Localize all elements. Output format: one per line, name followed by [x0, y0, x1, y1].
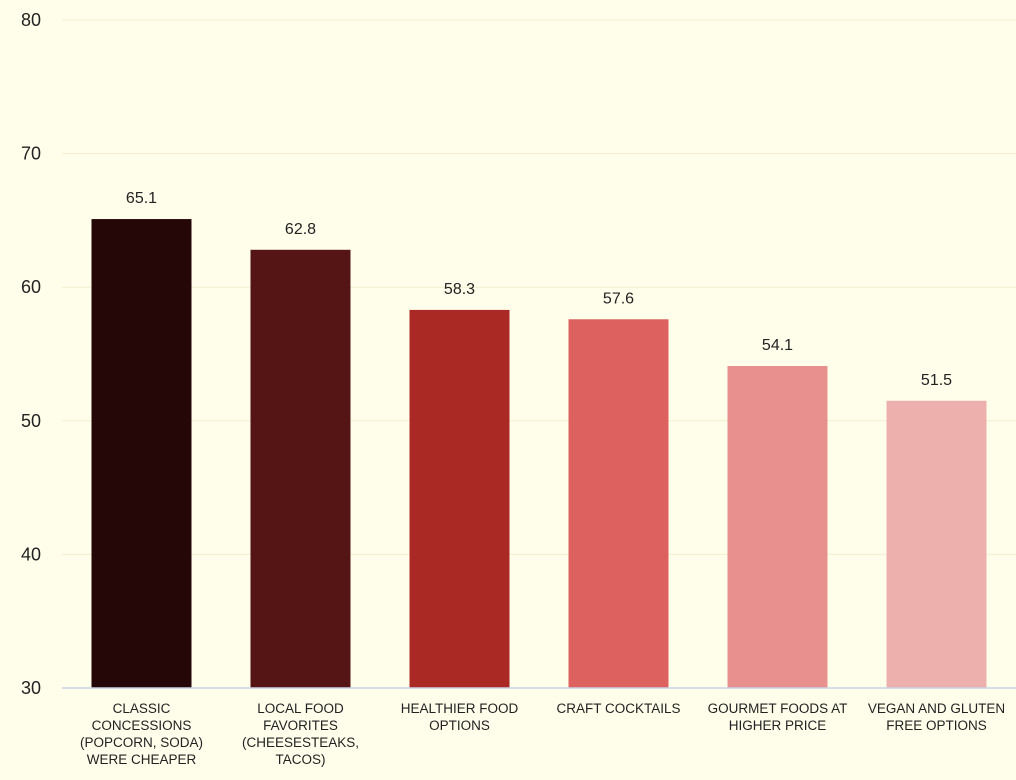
category-label: HEALTHIER FOOD OPTIONS — [400, 701, 519, 733]
bar — [727, 366, 828, 688]
gridlines — [62, 19, 1016, 555]
y-tick-label: 70 — [21, 144, 41, 164]
data-label: 58.3 — [444, 281, 475, 298]
category-label: VEGAN AND GLUTEN FREE OPTIONS — [867, 701, 1006, 733]
y-axis: 30 40 50 60 70 80 — [21, 10, 41, 698]
data-label: 51.5 — [921, 372, 952, 389]
data-label: 57.6 — [603, 290, 634, 307]
data-label: 54.1 — [762, 337, 793, 354]
bar — [568, 319, 669, 688]
bar — [250, 249, 351, 689]
category-label: LOCAL FOOD FAVORITES (CHEESESTEAKS, TACO… — [241, 701, 360, 767]
bar — [886, 400, 987, 688]
y-tick-label: 40 — [21, 544, 41, 564]
y-tick-label: 30 — [21, 678, 41, 698]
data-label: 65.1 — [126, 190, 157, 207]
category-label: GOURMET FOODS AT HIGHER PRICE — [707, 701, 848, 733]
y-tick-label: 50 — [21, 411, 41, 431]
bars — [91, 219, 987, 689]
y-tick-label: 80 — [21, 10, 41, 30]
data-label: 62.8 — [285, 221, 316, 238]
category-label: CRAFT COCKTAILS — [556, 701, 681, 716]
bar — [91, 219, 192, 688]
value-labels: 65.1 62.8 58.3 57.6 54.1 51.5 — [126, 190, 952, 389]
bar — [409, 309, 510, 688]
y-tick-label: 60 — [21, 277, 41, 297]
category-label: CLASSIC CONCESSIONS (POPCORN, SODA) WERE… — [79, 701, 203, 767]
